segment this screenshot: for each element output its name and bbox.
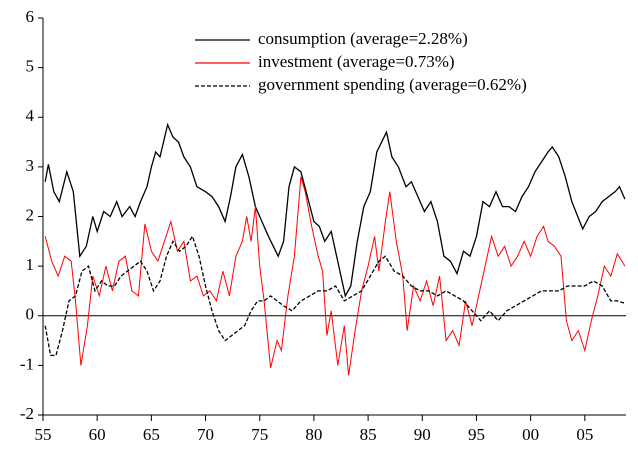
y-tick-label: 3 [26, 156, 35, 175]
x-tick-label: 05 [576, 425, 593, 444]
legend-label: consumption (average=2.28%) [258, 29, 468, 48]
x-tick-label: 00 [522, 425, 539, 444]
x-tick-label: 85 [360, 425, 377, 444]
legend-label: investment (average=0.73%) [258, 52, 455, 71]
y-tick-label: 4 [26, 106, 35, 125]
y-tick-label: 2 [26, 205, 35, 224]
x-tick-label: 80 [305, 425, 322, 444]
legend-label: government spending (average=0.62%) [258, 75, 527, 94]
x-tick-label: 95 [468, 425, 485, 444]
series-line [44, 176, 626, 376]
x-tick-label: 90 [414, 425, 431, 444]
x-tick-label: 55 [35, 425, 52, 444]
x-tick-label: 65 [143, 425, 160, 444]
series-line [44, 122, 626, 298]
x-tick-label: 75 [251, 425, 268, 444]
y-tick-label: 6 [26, 7, 35, 26]
x-tick-label: 60 [89, 425, 106, 444]
x-tick-label: 70 [197, 425, 214, 444]
y-tick-label: -1 [20, 354, 34, 373]
y-tick-label: -2 [20, 404, 34, 423]
y-tick-label: 5 [26, 57, 35, 76]
series-line [44, 234, 626, 357]
y-tick-label: 1 [26, 255, 35, 274]
y-tick-label: 0 [26, 305, 35, 324]
